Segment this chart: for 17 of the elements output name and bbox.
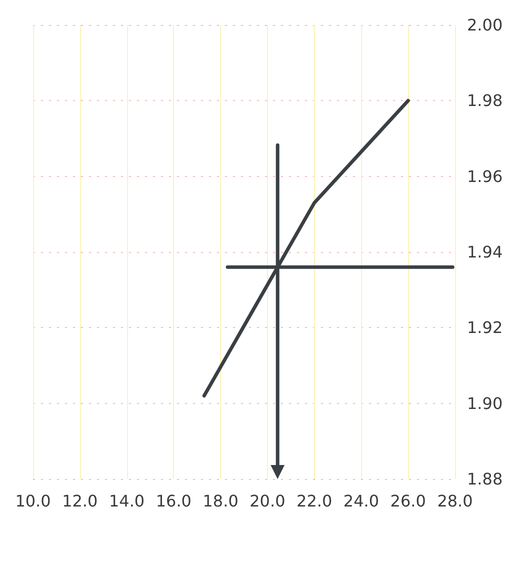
x-tick-label: 10.0 <box>15 492 51 510</box>
x-tick-label: 22.0 <box>296 492 332 510</box>
y-tick-label: 1.90 <box>467 394 503 413</box>
y-tick-label: 1.98 <box>467 91 503 110</box>
x-tick-label: 20.0 <box>250 492 286 510</box>
x-tick-label: 16.0 <box>156 492 192 510</box>
y-tick-label: 1.94 <box>467 242 503 262</box>
y-tick-label: 1.92 <box>467 318 503 338</box>
y-tick-label: 1.96 <box>467 166 503 186</box>
x-tick-label: 14.0 <box>108 492 145 510</box>
x-tick-label: 18.0 <box>202 492 238 510</box>
y-tick-label: 1.88 <box>467 470 503 488</box>
x-tick-label: 28.0 <box>437 492 473 510</box>
x-tick-label: 12.0 <box>62 492 98 510</box>
x-tick-label: 24.0 <box>343 492 380 510</box>
x-tick-label: 26.0 <box>390 492 426 510</box>
y-tick-label: 2.00 <box>467 16 503 34</box>
